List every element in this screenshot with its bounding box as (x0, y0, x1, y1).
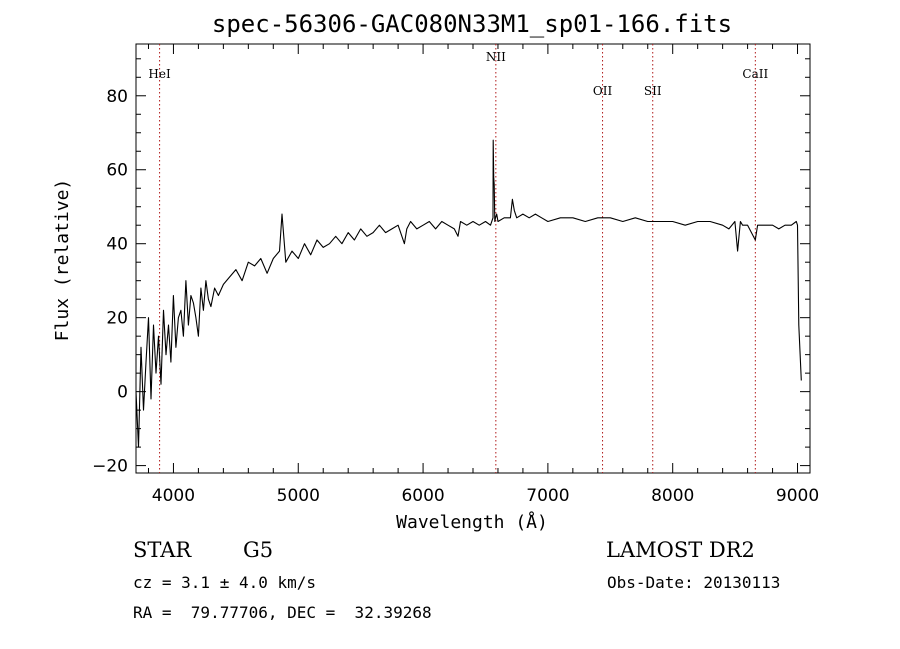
y-axis-label: Flux (relative) (52, 179, 73, 342)
x-tick-label: 5000 (277, 486, 320, 506)
y-tick-label: 60 (106, 161, 128, 181)
chart-title: spec-56306-GAC080N33M1_sp01-166.fits (212, 10, 732, 38)
x-tick-label: 9000 (776, 486, 819, 506)
emission-label-hei: HeI (148, 67, 171, 81)
y-tick-label: 0 (117, 383, 128, 403)
redshift-cz: cz = 3.1 ± 4.0 km/s (133, 573, 317, 592)
emission-label-caii: CaII (742, 67, 768, 81)
x-axis-label: Wavelength (Å) (396, 511, 548, 533)
plot-area: HeI NII OII SII CaII 4000 5000 6000 7000 8000 9000… (92, 43, 819, 506)
emission-label-nii: NII (486, 50, 506, 64)
x-tick-label: 7000 (526, 486, 569, 506)
survey-name: LAMOST DR2 (606, 538, 755, 562)
plot-frame (135, 43, 811, 474)
x-tick-label: 6000 (401, 486, 444, 506)
x-tick-label: 4000 (152, 486, 195, 506)
observation-date: Obs-Date: 20130113 (607, 573, 781, 592)
emission-label-sii: SII (644, 84, 662, 98)
y-tick-label: 20 (106, 309, 128, 329)
spectrum-series-line (135, 139, 802, 448)
spectral-subclass: G5 (243, 538, 274, 562)
object-class: STAR (133, 538, 192, 562)
y-tick-label: 40 (106, 235, 128, 255)
y-tick-label: 80 (106, 87, 128, 107)
y-tick-label: −20 (92, 457, 128, 477)
x-tick-label: 8000 (651, 486, 694, 506)
coordinates: RA = 79.77706, DEC = 32.39268 (133, 603, 432, 622)
emission-label-oii: OII (593, 84, 613, 98)
